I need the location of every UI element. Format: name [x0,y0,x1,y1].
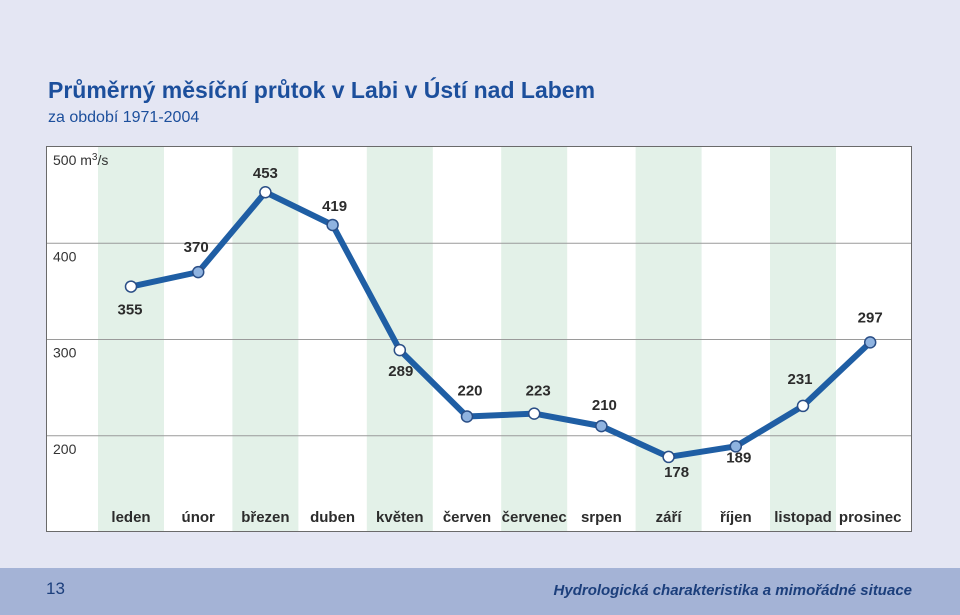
y-tick-label: 500 m3/s [53,152,108,168]
data-point [191,265,205,279]
data-label: 220 [457,383,482,400]
data-label: 419 [322,198,347,215]
data-label: 189 [726,449,751,466]
data-label: 210 [592,397,617,414]
data-point [595,419,608,433]
x-tick-label: listopad [774,509,832,526]
data-point [124,280,138,293]
data-label: 355 [117,302,142,319]
x-tick-label: duben [310,509,355,526]
plot-area: 500 m3/s40030020010035537045341928922022… [46,146,912,532]
data-label: 178 [664,464,689,481]
data-label: 297 [858,309,883,326]
data-point [796,399,810,413]
series-line [128,189,874,460]
footer-band: 13 Hydrologická charakteristika a mimořá… [0,568,960,615]
line-chart: 500 m3/s40030020010035537045341928922022… [47,147,911,531]
data-label: 453 [253,165,278,182]
data-label: 289 [388,363,413,380]
data-point [326,218,339,232]
data-point [863,336,877,349]
data-label: 370 [184,239,209,256]
footer-text: Hydrologická charakteristika a mimořádné… [553,582,912,599]
y-tick-label: 400 [53,248,77,264]
data-point [729,440,743,453]
page-number: 13 [46,579,65,598]
x-tick-label: leden [111,509,150,526]
x-tick-label: březen [241,509,289,526]
data-label: 231 [787,371,812,388]
x-tick-label: září [656,509,683,526]
chart-subtitle: za období 1971-2004 [48,109,200,126]
data-point [527,407,541,420]
data-point [460,410,474,423]
x-tick-label: červenec [502,509,567,526]
x-tick-label: říjen [720,509,752,526]
data-point [259,185,272,199]
x-tick-label: prosinec [839,509,902,526]
data-point [662,450,675,464]
x-tick-label: červen [443,509,491,526]
x-tick-label: květen [376,509,424,526]
x-tick-label: únor [182,509,215,526]
chart-title: Průměrný měsíční průtok v Labi v Ústí na… [48,77,596,103]
data-label: 223 [526,383,551,400]
data-point [393,343,407,357]
x-tick-label: srpen [581,509,622,526]
y-tick-label: 200 [53,441,77,457]
y-tick-label: 300 [53,345,77,361]
